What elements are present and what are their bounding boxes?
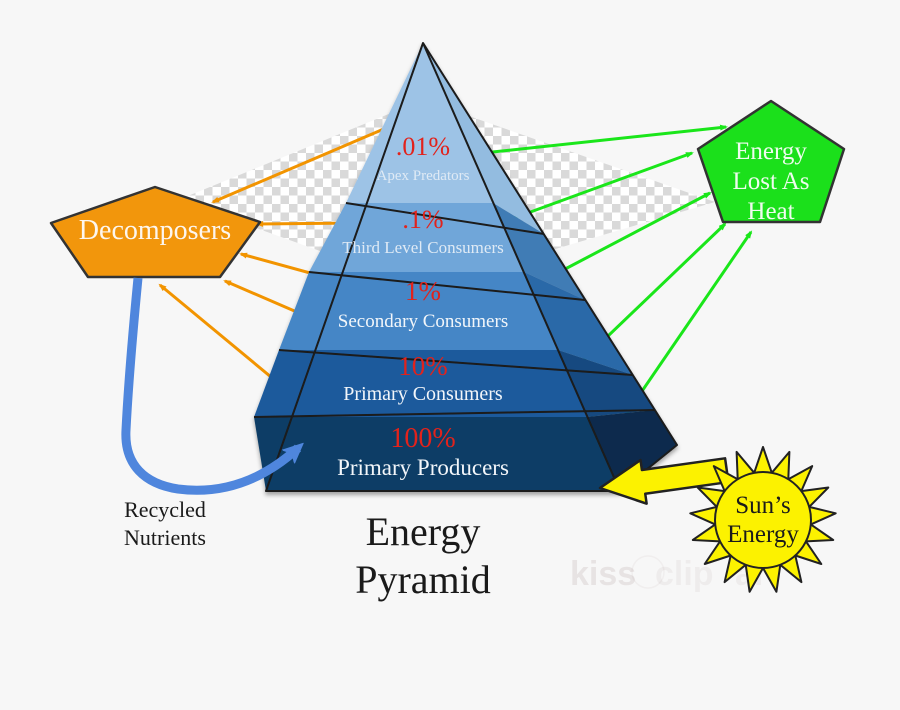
svg-text:1%: 1% bbox=[405, 276, 441, 306]
svg-text:Nutrients: Nutrients bbox=[124, 525, 206, 550]
svg-text:Primary Consumers: Primary Consumers bbox=[343, 383, 503, 405]
svg-text:Primary Producers: Primary Producers bbox=[337, 455, 509, 480]
svg-text:Apex Predators: Apex Predators bbox=[377, 168, 470, 184]
svg-text:Heat: Heat bbox=[747, 198, 794, 225]
svg-text:.01%: .01% bbox=[396, 132, 450, 161]
svg-text:Energy: Energy bbox=[727, 521, 799, 548]
svg-text:Recycled: Recycled bbox=[124, 497, 206, 522]
svg-text:kiss: kiss bbox=[570, 555, 636, 593]
svg-text:10%: 10% bbox=[398, 351, 448, 381]
svg-text:Lost As: Lost As bbox=[732, 168, 809, 195]
svg-text:100%: 100% bbox=[390, 423, 455, 454]
svg-text:Energy: Energy bbox=[366, 509, 481, 554]
svg-text:Pyramid: Pyramid bbox=[355, 557, 491, 602]
svg-text:Decomposers: Decomposers bbox=[79, 215, 231, 246]
svg-text:Sun’s: Sun’s bbox=[735, 492, 791, 519]
svg-text:Secondary Consumers: Secondary Consumers bbox=[338, 311, 508, 332]
svg-text:Energy: Energy bbox=[735, 138, 807, 165]
svg-text:.1%: .1% bbox=[402, 205, 443, 234]
svg-text:Third Level Consumers: Third Level Consumers bbox=[342, 238, 503, 257]
